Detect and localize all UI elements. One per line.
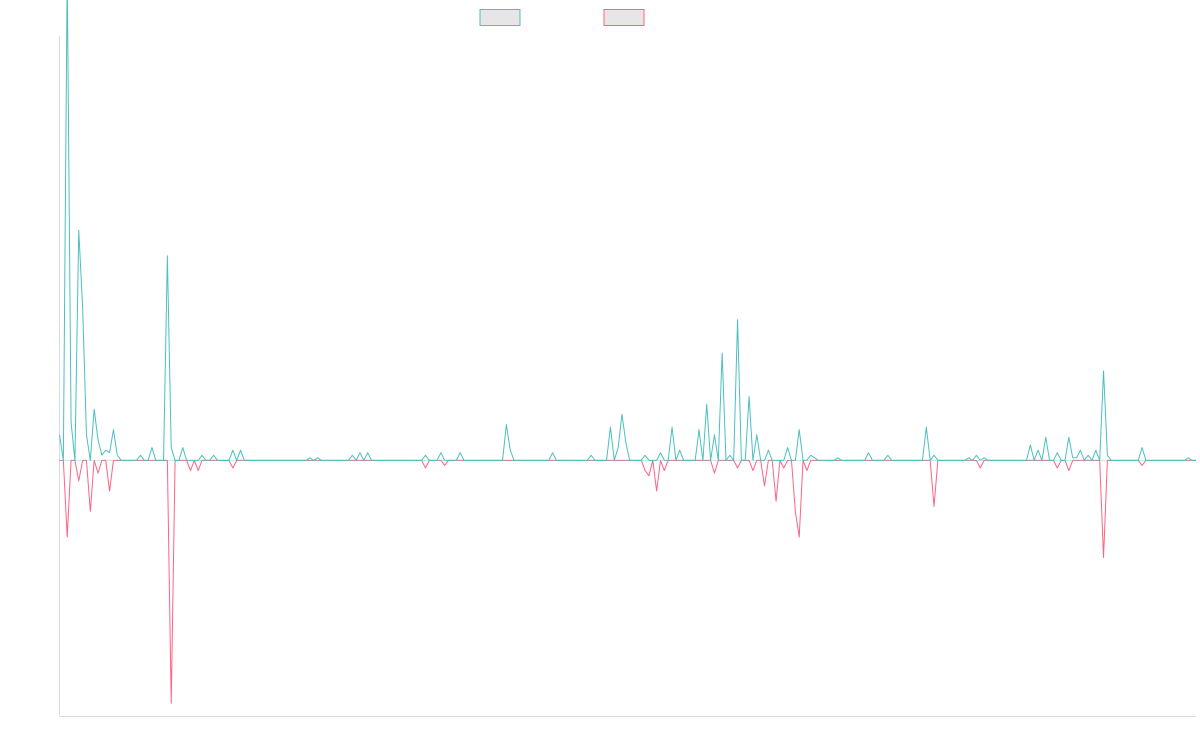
- legend: [479, 9, 645, 26]
- chart-axes: [59, 36, 1196, 717]
- legend-swatch-1[interactable]: [479, 9, 521, 26]
- legend-swatch-2[interactable]: [603, 9, 645, 26]
- series-line-2: [59, 459, 1196, 704]
- series-line-1: [59, 0, 1196, 461]
- plot-area: [59, 0, 1196, 704]
